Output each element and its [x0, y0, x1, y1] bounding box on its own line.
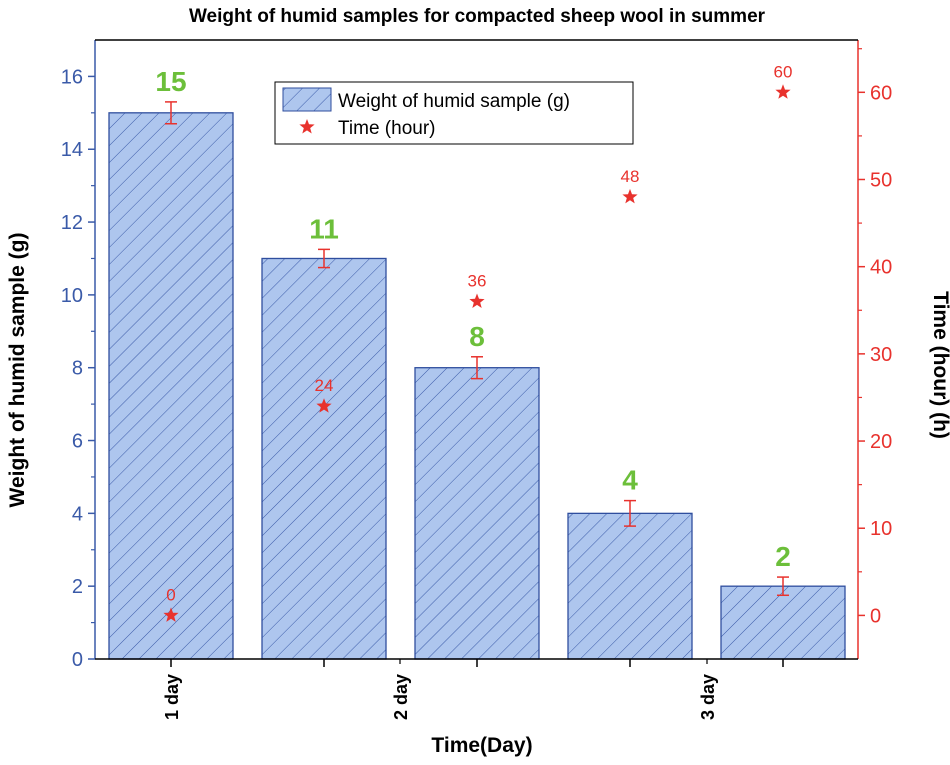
chart-title: Weight of humid samples for compacted sh… — [189, 6, 766, 27]
bar-2 — [261, 257, 387, 660]
bar-1 — [108, 112, 234, 660]
legend-box — [274, 81, 634, 145]
bar-4 — [567, 512, 693, 660]
bar-3 — [414, 367, 540, 660]
bar-5 — [720, 585, 846, 660]
x-tick-label-2: 2 day — [391, 674, 411, 720]
time-star-label-4: 48 — [621, 167, 640, 186]
y-tick-label-right-5: 50 — [870, 169, 892, 191]
legend: Weight of humid sample (g) Time (hour) — [274, 81, 634, 145]
y-tick-label-right-2: 20 — [870, 431, 892, 453]
y-axis-title-left: Weight of humid sample (g) — [6, 233, 29, 508]
bar-value-label-5: 2 — [775, 541, 791, 572]
x-tick-label-1: 1 day — [162, 674, 182, 720]
time-star-label-3: 36 — [468, 272, 487, 291]
time-star-2 — [316, 398, 332, 413]
y-tick-label-left-8: 16 — [61, 66, 83, 88]
y-tick-label-right-1: 10 — [870, 518, 892, 540]
x-axis-title: Time(Day) — [431, 734, 532, 757]
time-star-label-2: 24 — [315, 376, 334, 395]
time-star-3 — [469, 293, 485, 308]
y-tick-label-left-4: 8 — [72, 358, 83, 380]
x-tick-label-3: 3 day — [698, 674, 718, 720]
y-tick-label-right-6: 60 — [870, 82, 892, 104]
y-tick-label-left-2: 4 — [72, 503, 83, 525]
time-star-1 — [163, 607, 179, 622]
bar-value-label-3: 8 — [469, 321, 485, 352]
y-tick-label-left-0: 0 — [72, 649, 83, 671]
y-tick-label-left-5: 10 — [61, 285, 83, 307]
legend-bar-swatch — [282, 87, 332, 112]
legend-label-time: Time (hour) — [338, 118, 435, 139]
bar-value-label-2: 11 — [309, 213, 339, 244]
time-star-5 — [775, 84, 791, 99]
time-star-label-1: 0 — [166, 585, 175, 604]
y-tick-label-left-7: 14 — [61, 139, 83, 161]
time-star-label-5: 60 — [774, 62, 793, 81]
bars-layer: 15 11 8 4 2 — [108, 66, 846, 660]
y-tick-label-left-6: 12 — [61, 212, 83, 234]
bar-value-label-4: 4 — [622, 465, 638, 496]
legend-star-icon — [299, 119, 315, 134]
y-tick-label-left-3: 6 — [72, 431, 83, 453]
y-axis-title-right: Time (hour) (h) — [929, 291, 950, 439]
bar-value-label-1: 15 — [155, 66, 186, 97]
y-tick-label-left-1: 2 — [72, 576, 83, 598]
legend-label-weight: Weight of humid sample (g) — [338, 91, 570, 112]
y-tick-label-right-4: 40 — [870, 257, 892, 279]
y-tick-label-right-0: 0 — [870, 605, 881, 627]
time-star-4 — [622, 188, 638, 204]
y-tick-label-right-3: 30 — [870, 344, 892, 366]
